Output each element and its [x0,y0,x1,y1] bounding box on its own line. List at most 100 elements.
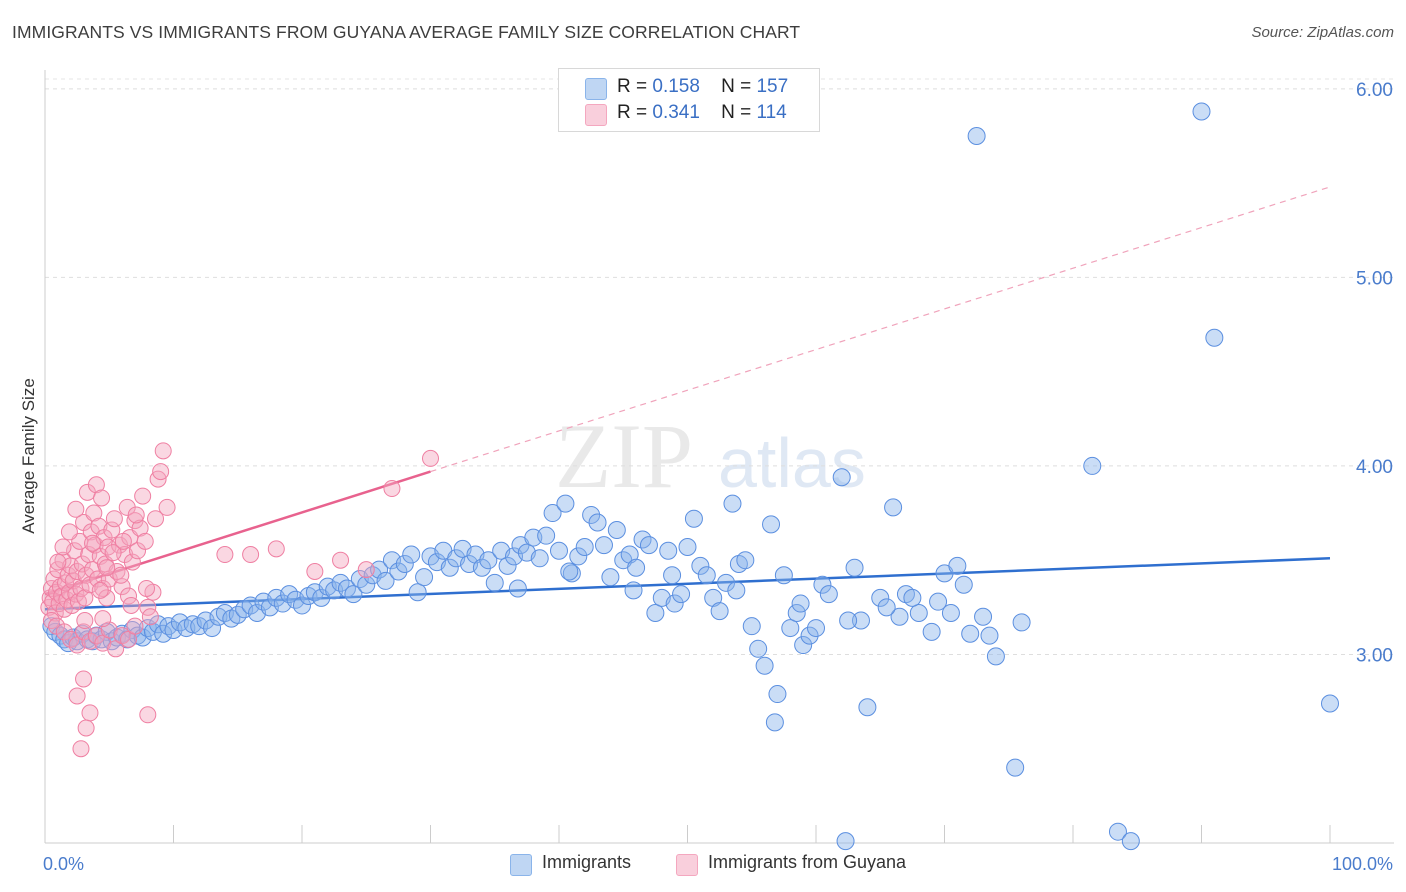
watermark-atlas: atlas [718,424,866,502]
point-immigrants [1192,102,1211,121]
point-immigrants [389,562,408,581]
point-guyana [147,510,165,528]
point-immigrants [376,571,395,590]
watermark-zip: ZIP [555,405,693,507]
point-immigrants [884,498,903,517]
point-guyana [104,544,122,562]
point-guyana [89,570,107,588]
trend-line-immigrants [44,557,1331,611]
point-immigrants [684,509,703,528]
point-immigrants [588,513,607,532]
trend-line-guyana-extension [430,186,1331,473]
point-immigrants [697,566,716,585]
point-immigrants [415,568,434,587]
point-immigrants [537,526,556,545]
point-immigrants [974,607,993,626]
point-guyana [76,589,94,607]
stats-legend: R = 0.158 N = 157 R = 0.341 N = 114 [558,68,820,132]
point-immigrants [1321,694,1339,713]
point-immigrants [691,556,710,575]
point-immigrants [858,698,877,717]
point-guyana [357,561,375,579]
legend-swatch-immigrants [585,78,607,100]
point-guyana [55,600,73,618]
point-immigrants [569,547,588,566]
chart-title: IMMIGRANTS VS IMMIGRANTS FROM GUYANA AVE… [12,22,801,42]
point-immigrants [672,585,691,604]
point-guyana [139,706,157,724]
y-tick-label: 6.00 [1356,80,1393,101]
point-guyana [98,559,116,577]
gridlines [45,78,1394,655]
point-guyana [67,500,85,518]
point-guyana [68,687,86,705]
point-immigrants [954,575,973,594]
point-guyana [131,519,149,537]
point-immigrants [871,588,890,607]
point-guyana [105,510,123,528]
point-immigrants [402,545,421,564]
point-immigrants [601,568,620,587]
point-guyana [81,704,99,722]
point-immigrants [498,556,517,575]
point-immigrants [575,537,594,556]
point-guyana [154,442,172,460]
point-guyana [93,489,111,507]
r-value: 0.158 [652,76,700,97]
point-immigrants [768,685,787,704]
legend-swatch-guyana [676,854,698,876]
r-label: R = [617,76,648,97]
point-immigrants [678,537,697,556]
point-immigrants [765,713,784,732]
point-immigrants [665,594,684,613]
point-immigrants [836,832,855,851]
point-immigrants [736,551,755,570]
point-immigrants [787,603,806,622]
y-tick-label: 5.00 [1356,268,1393,289]
point-immigrants [967,126,986,145]
axes [44,70,1394,844]
point-guyana [158,498,176,516]
watermark: ZIP atlas [555,405,866,507]
point-immigrants [203,619,222,638]
point-immigrants [941,603,960,622]
point-immigrants [742,617,761,636]
point-immigrants [791,594,810,613]
point-guyana [73,555,91,573]
point-immigrants [440,558,459,577]
r-label: R = [617,102,648,123]
point-immigrants [620,545,639,564]
point-guyana [94,579,112,597]
point-immigrants [594,536,613,555]
point-guyana [94,610,112,628]
point-guyana [81,632,99,650]
point-immigrants [813,575,832,594]
point-guyana [72,740,90,758]
point-immigrants [639,536,658,555]
point-guyana [120,587,138,605]
point-immigrants [1108,822,1127,841]
point-immigrants [948,556,967,575]
point-guyana [62,630,80,648]
point-immigrants [1012,613,1031,632]
y-axis-label: Average Family Size [19,378,38,534]
point-immigrants [929,592,948,611]
point-guyana [123,553,141,571]
point-guyana [72,579,90,597]
point-guyana [76,612,94,630]
point-immigrants [370,560,389,579]
point-immigrants [1121,832,1140,851]
point-immigrants [909,603,928,622]
data-points [40,102,1339,851]
point-immigrants [663,566,682,585]
point-guyana [91,581,109,599]
y-tick-label: 3.00 [1356,645,1393,666]
point-immigrants [508,579,527,598]
point-guyana [60,523,78,541]
n-label: N = [721,76,752,97]
point-guyana [54,538,72,556]
point-guyana [136,532,154,550]
point-guyana [134,487,152,505]
point-immigrants [624,581,643,600]
point-immigrants [980,626,999,645]
